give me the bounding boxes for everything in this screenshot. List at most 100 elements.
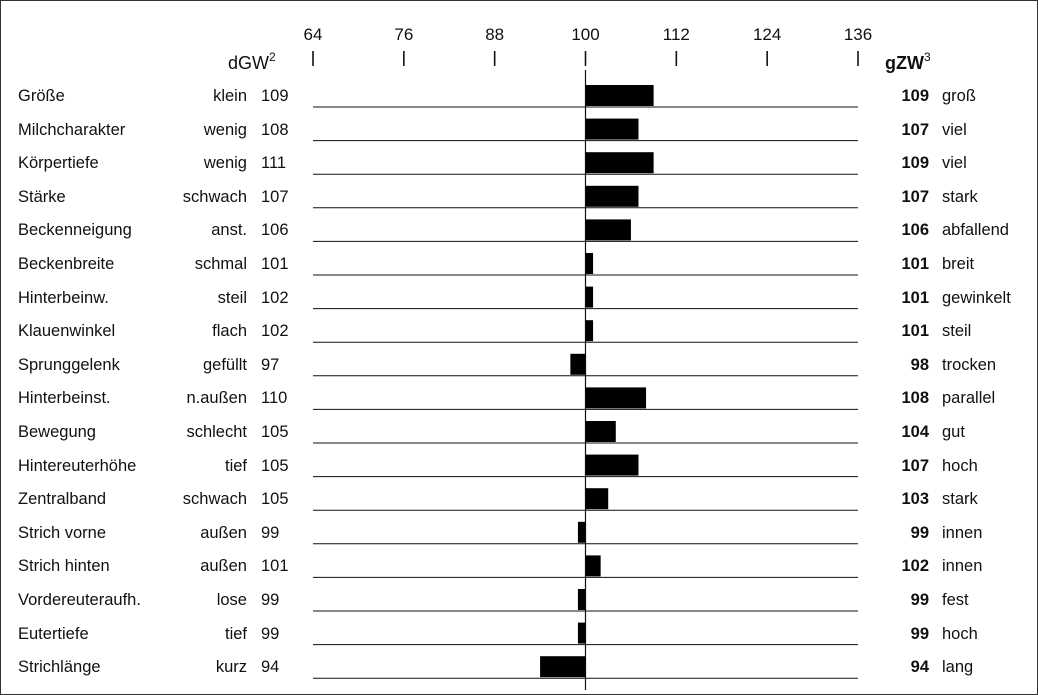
gzw-value: 108	[901, 389, 929, 408]
high-label: stark	[942, 490, 978, 509]
bar	[577, 521, 586, 543]
dgw-value: 105	[261, 490, 289, 509]
low-label: klein	[213, 87, 247, 105]
high-label: gut	[942, 423, 965, 441]
gzw-value: 107	[901, 456, 929, 475]
trait-label: Sprunggelenk	[18, 355, 120, 374]
right-header-sup: 3	[923, 50, 931, 64]
right-header-label: gZW	[885, 53, 924, 73]
tick-label: 112	[663, 25, 690, 44]
dgw-value: 94	[261, 658, 280, 677]
dgw-value: 101	[261, 255, 289, 273]
tick-label: 136	[844, 25, 872, 44]
high-label: hoch	[942, 624, 978, 643]
high-label: viel	[942, 120, 967, 139]
dgw-value: 111	[261, 154, 287, 173]
tick-label: 64	[304, 25, 323, 44]
dgw-value: 107	[261, 187, 289, 206]
gzw-value: 99	[910, 591, 929, 609]
low-label: schwach	[182, 187, 247, 206]
gzw-value: 107	[901, 120, 929, 139]
high-label: trocken	[942, 355, 997, 374]
bar	[585, 219, 631, 241]
bar	[585, 118, 639, 140]
gzw-value: 99	[910, 624, 929, 643]
gzw-value: 102	[901, 557, 929, 576]
gzw-value: 107	[901, 187, 929, 206]
low-label: tief	[224, 456, 247, 475]
bar	[577, 589, 586, 610]
bar	[585, 185, 639, 207]
trait-label: Milchcharakter	[18, 120, 126, 139]
low-label: schlecht	[186, 423, 247, 441]
bar	[585, 152, 654, 174]
dgw-value: 105	[261, 456, 289, 475]
left-header-label: dGW	[228, 53, 270, 73]
left-header-sup: 2	[269, 50, 276, 64]
low-label: steil	[217, 288, 247, 307]
bar	[585, 253, 594, 274]
dgw-value: 99	[261, 591, 280, 609]
high-label: groß	[942, 87, 976, 105]
dgw-value: 99	[261, 523, 280, 542]
low-label: tief	[224, 624, 247, 643]
bar	[585, 454, 639, 476]
dgw-value: 105	[261, 423, 289, 441]
dgw-value: 102	[261, 322, 289, 341]
gzw-value: 101	[901, 288, 929, 307]
tick-label: 124	[753, 25, 781, 44]
bar	[585, 387, 647, 409]
high-label: steil	[942, 322, 972, 341]
gzw-value: 101	[901, 322, 929, 341]
tick-label: 100	[571, 25, 599, 44]
high-label: parallel	[942, 389, 996, 408]
high-label: lang	[942, 658, 974, 677]
trait-label: Vordereuteraufh.	[18, 591, 141, 609]
left-header: dGW2	[228, 50, 276, 74]
dgw-value: 106	[261, 221, 289, 240]
tick-label: 76	[394, 25, 413, 44]
gzw-value: 98	[910, 355, 929, 374]
bar	[585, 85, 654, 106]
low-label: außen	[200, 523, 247, 542]
low-label: anst.	[211, 221, 247, 240]
right-header: gZW3	[885, 50, 931, 74]
bar	[540, 656, 586, 678]
dgw-value: 108	[261, 120, 289, 139]
low-label: n.außen	[186, 389, 247, 408]
low-label: kurz	[215, 658, 247, 677]
tick-label: 88	[485, 25, 504, 44]
trait-label: Beckenbreite	[18, 255, 115, 273]
trait-label: Hintereuterhöhe	[18, 456, 137, 475]
dgw-value: 102	[261, 288, 289, 307]
trait-label: Strichlänge	[18, 658, 101, 677]
gzw-value: 109	[901, 154, 929, 173]
high-label: stark	[942, 187, 978, 206]
bar	[585, 421, 616, 442]
low-label: schwach	[182, 490, 247, 509]
bar	[570, 353, 586, 375]
low-label: wenig	[203, 154, 247, 173]
gzw-value: 94	[910, 658, 929, 677]
trait-label: Strich hinten	[18, 557, 110, 576]
trait-label: Eutertiefe	[18, 624, 89, 643]
bar	[577, 622, 586, 644]
dgw-value: 97	[261, 355, 280, 374]
high-label: gewinkelt	[942, 288, 1011, 307]
trait-label: Strich vorne	[18, 523, 107, 542]
high-label: innen	[942, 557, 983, 576]
high-label: innen	[942, 523, 983, 542]
gzw-value: 106	[901, 221, 929, 240]
high-label: fest	[942, 591, 969, 609]
gzw-value: 99	[910, 523, 929, 542]
dgw-value: 110	[261, 389, 288, 408]
gzw-value: 109	[901, 87, 929, 105]
bar	[585, 488, 609, 510]
bar	[585, 286, 594, 308]
dgw-value: 109	[261, 87, 289, 105]
low-label: gefüllt	[202, 355, 247, 374]
trait-label: Hinterbeinst.	[18, 389, 111, 408]
bar	[585, 555, 601, 577]
gzw-value: 103	[901, 490, 929, 509]
trait-label: Bewegung	[18, 423, 96, 441]
